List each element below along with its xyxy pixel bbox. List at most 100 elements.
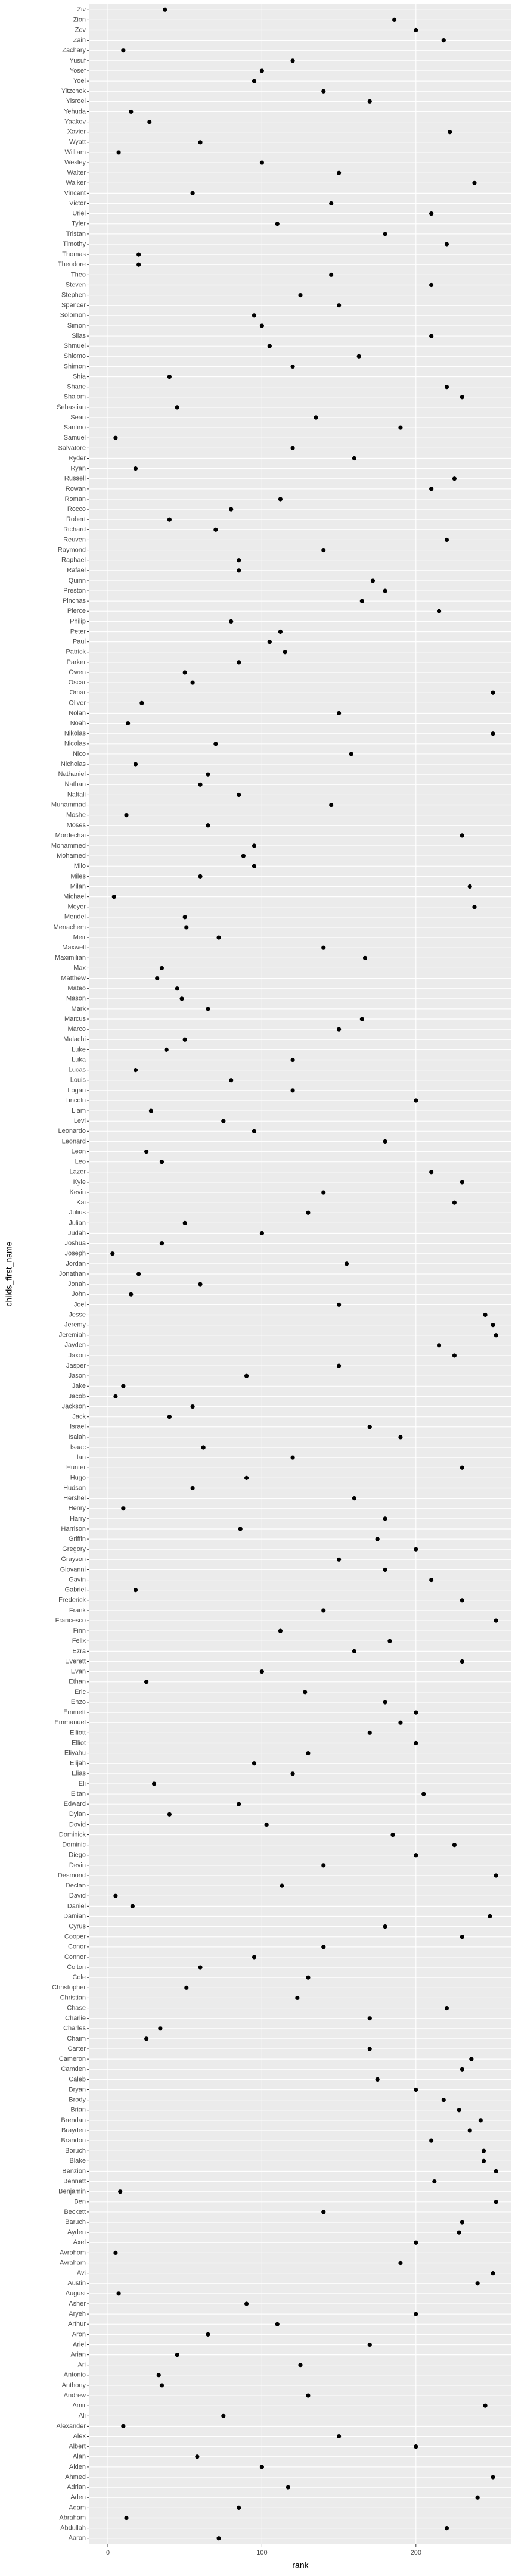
y-tick-label: Ethan [69,1678,86,1686]
y-tick-label: Theo [71,271,86,278]
point [362,955,368,960]
point [184,1985,189,1990]
point [336,1363,342,1368]
y-tick-label: Axel [73,2239,86,2246]
y-tick-label: Cyrus [69,1923,86,1930]
point [321,945,326,950]
point [472,905,477,909]
y-tick-label: Yisroel [66,98,86,105]
y-tick-label: Leon [72,1148,86,1155]
y-tick-label: Felix [72,1637,86,1644]
y-tick-label: Arthur [68,2320,86,2328]
point [155,976,160,981]
y-tick-label: Silas [72,332,86,339]
y-tick-label: Charlie [65,2015,86,2022]
point [259,323,265,328]
point [448,130,452,135]
point [494,1618,498,1623]
y-tick-label: Lincoln [65,1097,86,1104]
y-tick-label: Ayden [67,2229,86,2236]
point [367,1425,372,1429]
point [383,1700,387,1705]
point [467,884,472,889]
point [444,2526,449,2531]
y-tick-label: Bryan [69,2086,86,2093]
y-tick-label: Ryan [70,465,86,472]
point [478,2118,483,2123]
point [121,2424,126,2429]
point [367,2016,372,2021]
y-tick-label: Shalom [64,394,86,401]
y-tick-label: Ali [79,2412,86,2419]
point [144,2036,149,2041]
point [216,935,221,940]
point [303,1690,308,1695]
point [175,986,179,991]
y-tick-label: Bennett [63,2178,86,2185]
point [237,558,241,563]
y-tick-label: Muhammad [51,801,86,808]
y-tick-label: Giovanni [60,1566,86,1573]
point [259,1669,265,1674]
y-tick-label: Rocco [67,506,86,513]
point [429,2138,434,2143]
point [290,1088,295,1093]
y-tick-label: Yaakov [64,118,86,125]
y-tick-label: Avi [77,2270,86,2277]
point [336,2434,342,2439]
y-tick-label: Isaiah [69,1434,86,1441]
point [436,609,442,613]
point [139,700,144,705]
point [158,2026,163,2031]
y-tick-label: Miles [70,873,86,880]
y-tick-label: Desmond [58,1872,86,1879]
point [159,1160,165,1164]
point [306,2393,311,2398]
point [414,27,418,33]
point [336,1302,342,1307]
y-tick-label: Milan [70,883,86,890]
point [475,2495,480,2500]
point [241,854,246,858]
y-tick-label: Vincent [64,189,86,197]
point [136,1272,141,1276]
point [352,456,357,461]
point [129,1292,134,1297]
y-tick-label: Nathan [65,781,86,788]
y-tick-label: Cameron [59,2055,86,2063]
point [290,1057,295,1063]
y-tick-label: Zion [73,16,86,23]
point [237,660,241,665]
point [213,742,218,746]
y-tick-label: Isaac [70,1444,86,1451]
point [383,1567,387,1572]
y-tick-label: Leonard [62,1138,86,1145]
point [429,282,434,288]
point [182,915,187,920]
point [375,1537,380,1541]
point [252,843,257,848]
y-tick-label: Conor [68,1943,86,1951]
y-tick-label: Meyer [67,904,86,911]
y-tick-label: Jeremy [64,1322,86,1329]
x-tick-label: 100 [256,2549,267,2556]
y-tick-label: Aaron [69,2535,86,2542]
y-tick-label: Eliyahu [64,1749,86,1756]
point [383,588,387,593]
y-tick-label: Chaim [67,2035,86,2042]
point [494,1333,498,1338]
point [295,1995,300,2001]
y-tick-label: Shimon [64,363,86,370]
point [494,2200,498,2204]
point [429,1170,434,1175]
y-tick-label: Solomon [60,312,86,319]
point [121,1384,126,1388]
point [113,1394,118,1399]
y-tick-label: Edward [64,1801,86,1808]
y-tick-label: Nicolas [64,740,86,747]
point [460,1598,464,1603]
y-tick-label: Simon [67,322,86,329]
y-tick-label: Evan [71,1668,86,1675]
point [336,1027,342,1032]
point [252,79,257,83]
